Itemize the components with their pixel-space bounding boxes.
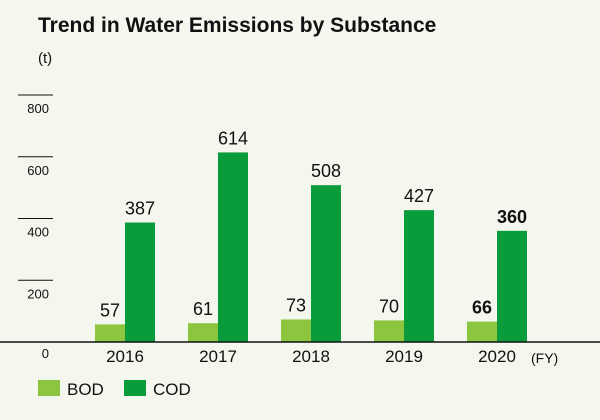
value-label-cod-2017: 614: [218, 128, 248, 148]
legend: BOD COD: [38, 380, 191, 399]
value-label-cod-2020: 360: [497, 207, 527, 227]
value-label-bod-2017: 61: [193, 299, 213, 319]
value-label-cod-2016: 387: [125, 199, 155, 219]
legend-label-cod: COD: [153, 380, 191, 399]
legend-swatch-cod: [124, 380, 146, 396]
y-axis-unit: (t): [38, 50, 52, 67]
bar-bod-2020: [467, 321, 497, 342]
bar-cod-2017: [218, 152, 248, 342]
value-label-bod-2016: 57: [100, 300, 120, 320]
value-label-bod-2018: 73: [286, 295, 306, 315]
value-label-bod-2020: 66: [472, 298, 492, 318]
legend-swatch-bod: [38, 380, 60, 396]
labels: 0 200 400 600 800 57 387 2016 61 614 2017 73 508 2018…: [27, 101, 527, 366]
bar-cod-2020: [497, 230, 527, 342]
bar-cod-2018: [311, 185, 341, 342]
y-tick-label-400: 400: [27, 225, 49, 240]
value-label-cod-2018: 508: [311, 161, 341, 181]
category-label-2020: 2020: [478, 347, 516, 366]
legend-label-bod: BOD: [67, 380, 104, 399]
value-label-bod-2019: 70: [379, 296, 399, 316]
bar-bod-2017: [188, 323, 218, 342]
y-tick-label-200: 200: [27, 286, 49, 301]
gridlines: [18, 94, 53, 281]
bar-bod-2018: [281, 319, 311, 342]
x-axis-suffix: (FY): [531, 350, 558, 366]
y-tick-label-0: 0: [42, 346, 49, 361]
category-label-2017: 2017: [199, 347, 237, 366]
bar-bod-2016: [95, 324, 125, 342]
y-tick-label-800: 800: [27, 101, 49, 116]
category-label-2018: 2018: [292, 347, 330, 366]
bars: [95, 152, 527, 342]
category-label-2016: 2016: [106, 347, 144, 366]
bar-cod-2019: [404, 210, 434, 342]
chart-title: Trend in Water Emissions by Substance: [38, 14, 436, 37]
y-tick-label-600: 600: [27, 163, 49, 178]
bar-bod-2019: [374, 320, 404, 342]
value-label-cod-2019: 427: [404, 186, 434, 206]
category-label-2019: 2019: [385, 347, 423, 366]
bar-cod-2016: [125, 222, 155, 342]
